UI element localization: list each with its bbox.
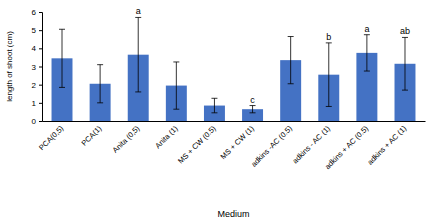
x-tick-label: Anita (1)	[153, 124, 180, 151]
error-bar-cap	[326, 106, 332, 107]
y-axis-title: length of shoot (cm)	[5, 31, 14, 102]
error-bar	[364, 35, 370, 71]
y-tick-label: 5	[32, 26, 37, 35]
x-tick: PCA(0,5)	[37, 121, 66, 152]
x-tick: MS + CW (0.5)	[176, 121, 218, 165]
error-bar	[173, 62, 179, 109]
annotation: b	[326, 32, 331, 42]
error-bar-cap	[211, 112, 217, 113]
error-bar-cap	[364, 34, 370, 35]
error-bar-cap	[173, 109, 179, 110]
x-tick: adkins -AC (0.5)	[249, 121, 294, 169]
error-bar-stem	[214, 98, 215, 113]
error-bar-cap	[402, 37, 408, 38]
y-tick: 0	[32, 117, 42, 126]
y-tick: 6	[32, 8, 42, 17]
plot: a c b a ab 0 1 2 3 4 5 6 PCA(0,5) PCA(1) Anita (0,5) An…	[32, 6, 426, 171]
error-bar-stem	[404, 37, 405, 90]
error-bar	[211, 98, 217, 113]
x-tick: MS + CW (1)	[219, 121, 257, 161]
y-tick-mark	[39, 67, 42, 68]
y-tick-label: 1	[32, 99, 37, 108]
y-tick-label: 3	[32, 63, 37, 72]
error-bar-stem	[100, 65, 101, 103]
error-bar	[97, 65, 103, 103]
error-bar-cap	[288, 36, 294, 37]
error-bar-cap	[250, 112, 256, 113]
error-bar-cap	[211, 98, 217, 99]
y-tick-mark	[39, 12, 42, 13]
y-tick: 4	[32, 44, 42, 53]
x-axis: PCA(0,5)PCA(1)Anita (0,5)Anita (1)MS + C…	[37, 121, 425, 171]
marks	[52, 17, 416, 121]
error-bar-cap	[97, 64, 103, 65]
error-bar-cap	[59, 87, 65, 88]
error-bar-cap	[135, 91, 141, 92]
error-bar-cap	[97, 102, 103, 103]
error-bar-stem	[366, 35, 367, 71]
error-bar-stem	[138, 17, 139, 91]
x-tick-label: adkins + AC (1)	[365, 124, 408, 167]
error-bar-cap	[173, 61, 179, 62]
error-bar-cap	[250, 105, 256, 106]
annotation: a	[364, 24, 369, 34]
y-tick-mark	[39, 30, 42, 31]
error-bar-stem	[176, 62, 177, 109]
x-tick-label: PCA(0,5)	[37, 124, 66, 153]
y-tick-label: 6	[32, 8, 37, 17]
x-tick-label: Anita (0,5)	[111, 124, 142, 155]
error-bar-stem	[328, 43, 329, 107]
y-tick-mark	[39, 85, 42, 86]
error-bar	[402, 37, 408, 90]
x-axis-title: Medium	[217, 209, 249, 219]
x-tick-label: adkins -AC (0.5)	[249, 124, 294, 169]
x-tick-label: PCA(1)	[80, 124, 104, 148]
y-tick: 5	[32, 26, 42, 35]
y-tick-mark	[39, 103, 42, 104]
chart: a c b a ab 0 1 2 3 4 5 6 PCA(0,5) PCA(1) Anita (0,5) An…	[0, 0, 433, 223]
error-bar-stem	[290, 37, 291, 84]
x-tick: Anita (0,5)	[111, 121, 142, 155]
error-bar	[288, 37, 294, 84]
y-tick-label: 0	[32, 117, 37, 126]
y-axis-line	[39, 13, 43, 122]
error-bar	[59, 29, 65, 87]
error-bar-cap	[326, 42, 332, 43]
x-tick-label: MS + CW (1)	[219, 124, 257, 162]
y-tick-mark	[39, 48, 42, 49]
error-bar-cap	[135, 17, 141, 18]
y-axis: 0 1 2 3 4 5 6	[32, 8, 43, 126]
x-tick: adkins + AC (0.5)	[323, 121, 371, 171]
x-tick-label: adkins + AC (0.5)	[323, 124, 371, 172]
error-bar-cap	[402, 90, 408, 91]
error-bar	[135, 17, 141, 91]
x-tick: adkins - AC (1)	[291, 121, 333, 165]
y-tick: 1	[32, 99, 42, 108]
x-tick-label: adkins - AC (1)	[291, 124, 333, 166]
error-bar-cap	[364, 71, 370, 72]
error-bar	[250, 106, 256, 113]
y-tick-label: 4	[32, 44, 37, 53]
error-bar-stem	[62, 29, 63, 87]
x-tick-label: MS + CW (0.5)	[176, 124, 218, 166]
y-tick-mark	[39, 121, 42, 122]
x-axis-line	[43, 121, 426, 122]
annotation: ab	[400, 26, 410, 36]
x-tick: PCA(1)	[80, 121, 104, 148]
y-tick: 2	[32, 81, 42, 90]
y-tick-label: 2	[32, 81, 37, 90]
y-tick: 3	[32, 63, 42, 72]
error-bar-cap	[59, 29, 65, 30]
error-bar-cap	[288, 83, 294, 84]
x-tick: adkins + AC (1)	[365, 121, 408, 167]
error-bar	[326, 43, 332, 107]
annotation: c	[250, 95, 255, 105]
x-tick: Anita (1)	[153, 121, 180, 150]
annotation: a	[136, 6, 141, 16]
error-bar-stem	[252, 106, 253, 113]
